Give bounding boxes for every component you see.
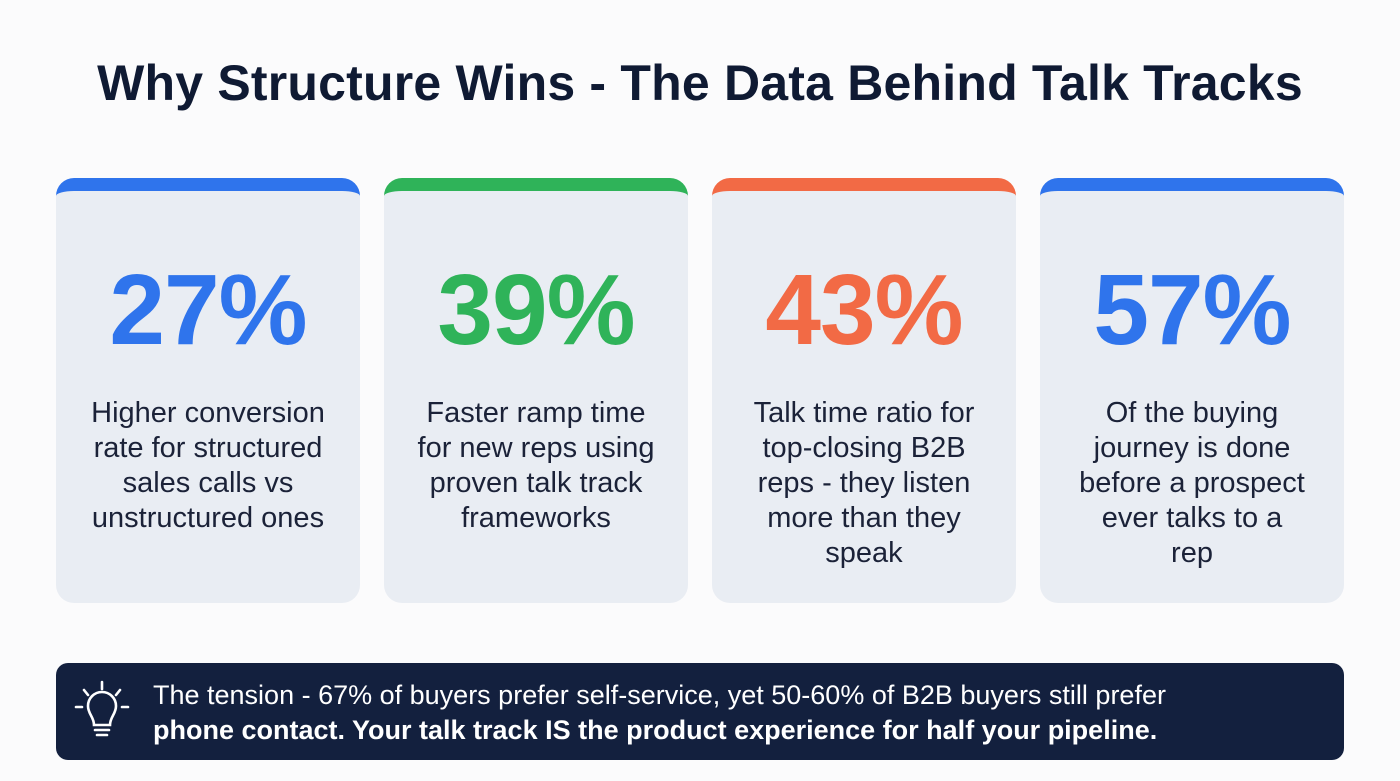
stat-description: Higher conversion rate for structured sa…: [91, 397, 325, 534]
stat-value: 39%: [437, 254, 635, 366]
lightbulb-icon: [74, 680, 130, 737]
stat-value: 27%: [109, 254, 307, 366]
stat-description: Of the buying journey is done before a p…: [1079, 397, 1305, 569]
insight-banner: The tension - 67% of buyers prefer self-…: [56, 663, 1344, 760]
stat-description: Faster ramp time for new reps using prov…: [417, 397, 655, 534]
stat-card-talk-time: 43% Talk time ratio for top-closing B2B …: [712, 178, 1016, 603]
stat-description: Talk time ratio for top-closing B2B reps…: [753, 397, 975, 569]
stat-value: 57%: [1093, 254, 1291, 366]
page-title: Why Structure Wins - The Data Behind Tal…: [97, 55, 1303, 111]
stat-card-buying-journey: 57% Of the buying journey is done before…: [1040, 178, 1344, 603]
stat-value: 43%: [765, 254, 963, 366]
banner-line-2: phone contact. Your talk track IS the pr…: [153, 715, 1158, 745]
stat-card-conversion: 27% Higher conversion rate for structure…: [56, 178, 360, 603]
stat-card-ramp-time: 39% Faster ramp time for new reps using …: [384, 178, 688, 603]
banner-line-1: The tension - 67% of buyers prefer self-…: [153, 680, 1166, 710]
